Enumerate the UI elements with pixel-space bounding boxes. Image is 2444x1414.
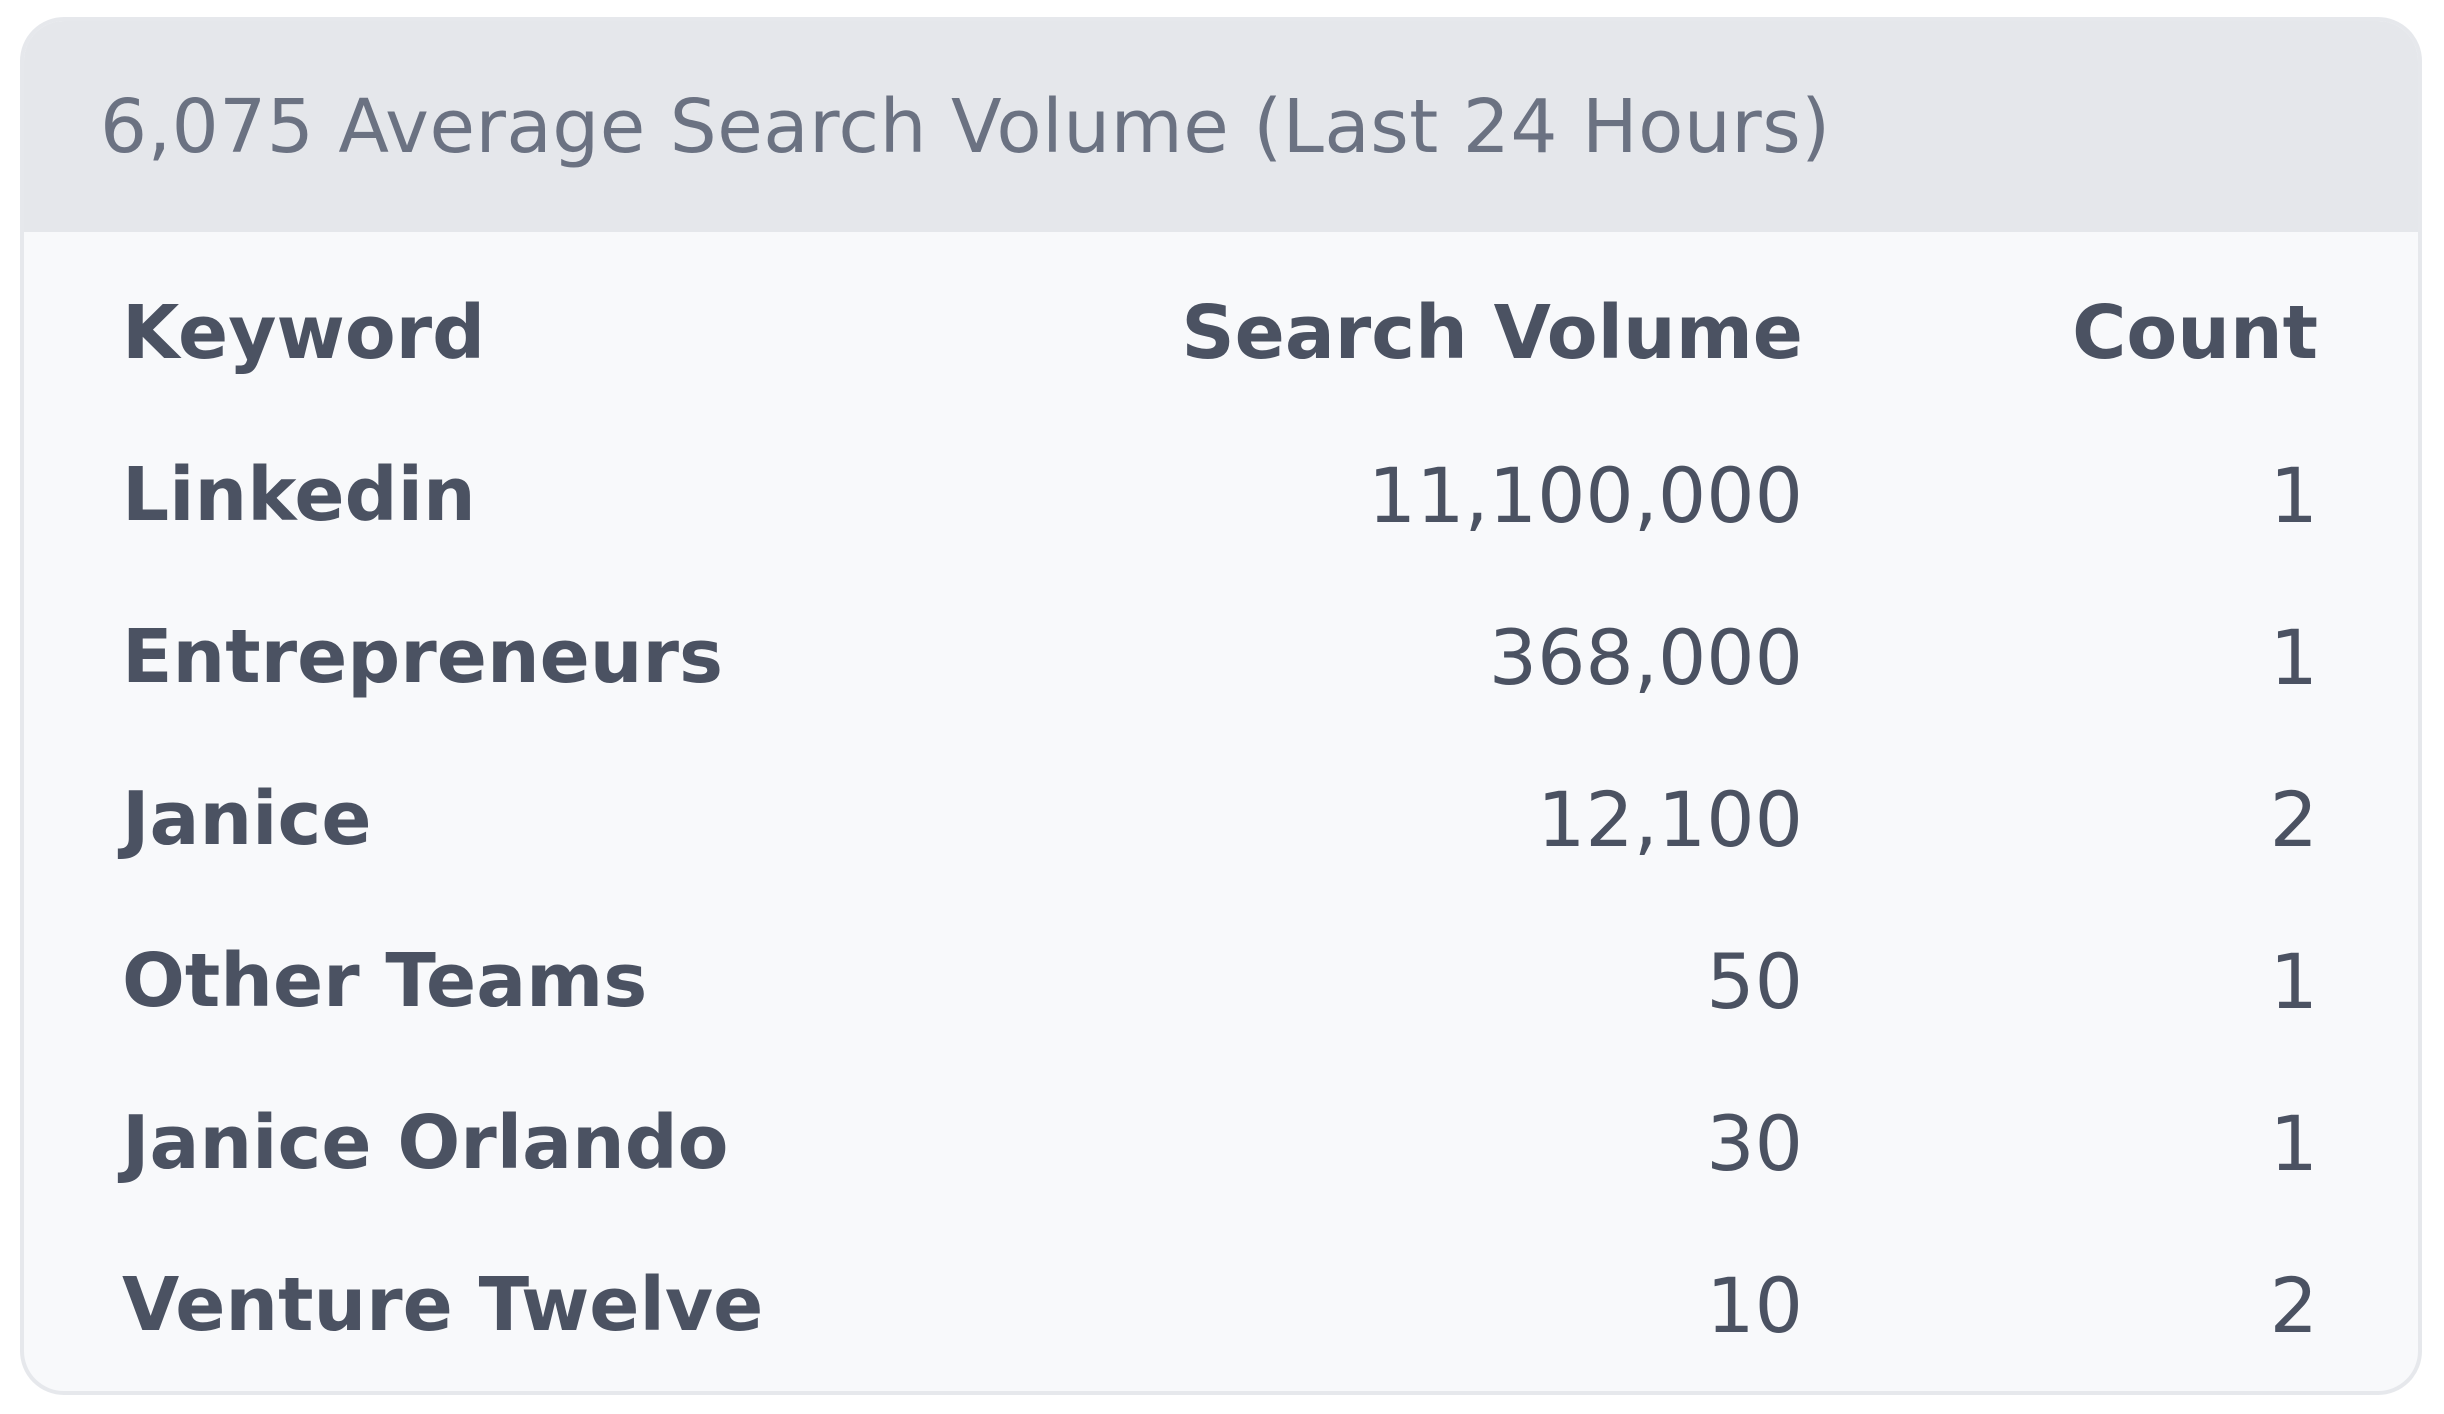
- count-cell: 1: [2269, 450, 2318, 540]
- table-row: Janice Orlando 30 1: [122, 1062, 2318, 1224]
- keyword-cell: Linkedin: [122, 452, 476, 538]
- search-volume-cell: 11,100,000: [1367, 450, 1803, 540]
- table-row: Entrepreneurs 368,000 1: [122, 576, 2318, 738]
- search-volume-cell: 50: [1706, 936, 1803, 1026]
- keyword-table: Keyword Search Volume Count Linkedin 11,…: [122, 252, 2318, 1386]
- table-row: Linkedin 11,100,000 1: [122, 414, 2318, 576]
- count-cell: 1: [2269, 936, 2318, 1026]
- search-volume-cell: 30: [1706, 1098, 1803, 1188]
- count-cell: 1: [2269, 1098, 2318, 1188]
- keyword-cell: Janice: [122, 776, 372, 862]
- card-header: 6,075 Average Search Volume (Last 24 Hou…: [24, 21, 2418, 232]
- column-header-count: Count: [2072, 290, 2318, 376]
- count-cell: 1: [2269, 612, 2318, 702]
- card-title: 6,075 Average Search Volume (Last 24 Hou…: [100, 83, 1831, 170]
- count-cell: 2: [2269, 1260, 2318, 1350]
- keyword-cell: Other Teams: [122, 938, 648, 1024]
- table-header-row: Keyword Search Volume Count: [122, 252, 2318, 414]
- table-row: Other Teams 50 1: [122, 900, 2318, 1062]
- table-row: Venture Twelve 10 2: [122, 1224, 2318, 1386]
- search-volume-cell: 12,100: [1537, 774, 1803, 864]
- keyword-cell: Janice Orlando: [122, 1100, 729, 1186]
- table-row: Janice 12,100 2: [122, 738, 2318, 900]
- keyword-cell: Entrepreneurs: [122, 614, 724, 700]
- column-header-keyword: Keyword: [122, 290, 486, 376]
- keyword-cell: Venture Twelve: [122, 1262, 764, 1348]
- column-header-search-volume: Search Volume: [1181, 290, 1803, 376]
- search-volume-cell: 10: [1706, 1260, 1803, 1350]
- search-volume-cell: 368,000: [1488, 612, 1803, 702]
- count-cell: 2: [2269, 774, 2318, 864]
- search-volume-card: 6,075 Average Search Volume (Last 24 Hou…: [20, 17, 2422, 1395]
